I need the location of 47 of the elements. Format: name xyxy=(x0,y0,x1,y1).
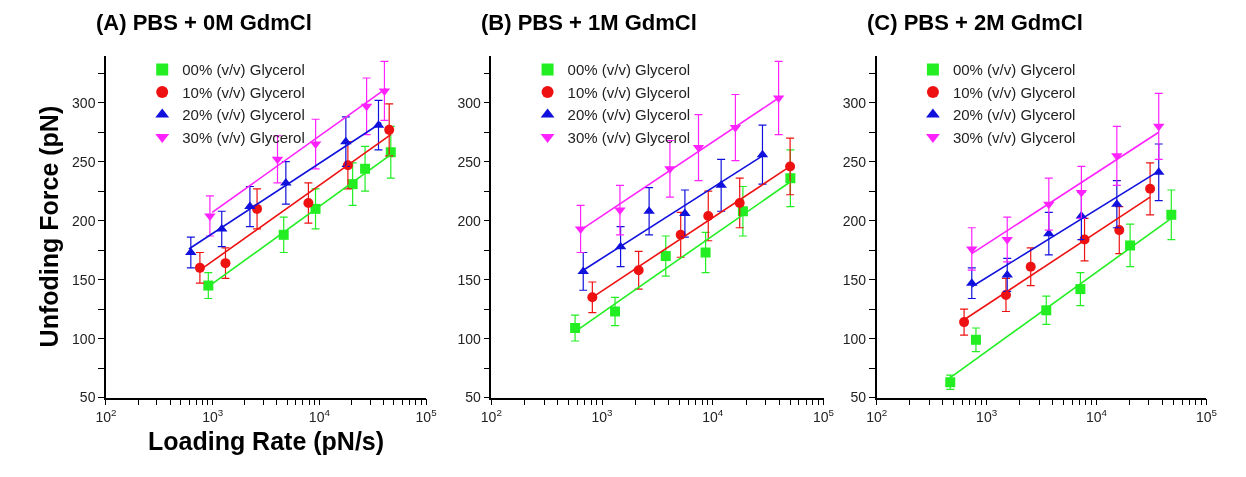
x-tick-label: 10$^{5}$ xyxy=(813,407,835,426)
legend-label: 00% (v/v) Glycerol xyxy=(182,61,305,79)
y-tick-label: 150 xyxy=(72,271,96,288)
legend-label: 10% (v/v) Glycerol xyxy=(952,83,1076,101)
legend-label: 10% (v/v) Glycerol xyxy=(567,83,691,101)
y-tick-label: 50 xyxy=(850,389,867,406)
legend-label: 20% (v/v) Glycerol xyxy=(182,106,305,124)
x-tick-label: 10$^{2}$ xyxy=(480,407,502,426)
legend-label: 20% (v/v) Glycerol xyxy=(567,106,691,124)
legend-label: 20% (v/v) Glycerol xyxy=(952,106,1076,124)
y-tick-label: 100 xyxy=(72,330,96,347)
x-tick-label: 10$^{5}$ xyxy=(1195,407,1218,426)
y-tick-label: 250 xyxy=(457,153,481,170)
y-tick-label: 300 xyxy=(842,94,867,111)
x-tick-label: 10$^{4}$ xyxy=(1086,407,1108,426)
legend-label: 30% (v/v) Glycerol xyxy=(567,128,691,146)
y-tick-label: 50 xyxy=(465,389,481,406)
y-tick-label: 200 xyxy=(72,212,96,229)
chart-title: (A) PBS + 0M GdmCl xyxy=(96,10,312,35)
y-tick-label: 50 xyxy=(79,389,96,406)
x-tick-label: 10$^{3}$ xyxy=(202,407,224,426)
y-axis-title: Unfoding Force (pN) xyxy=(35,105,64,348)
x-tick-label: 10$^{3}$ xyxy=(976,407,998,426)
y-tick-label: 150 xyxy=(457,271,481,288)
legend-label: 30% (v/v) Glycerol xyxy=(952,128,1076,146)
chart-title: (B) PBS + 1M GdmCl xyxy=(481,10,697,35)
y-tick-label: 200 xyxy=(457,212,481,229)
x-tick-label: 10$^{2}$ xyxy=(95,407,117,426)
legend-label: 30% (v/v) Glycerol xyxy=(182,128,305,146)
y-tick-label: 100 xyxy=(842,330,867,347)
y-tick-label: 300 xyxy=(457,94,481,111)
chart-title: (C) PBS + 2M GdmCl xyxy=(867,10,1083,35)
x-tick-label: 10$^{5}$ xyxy=(415,407,438,426)
x-tick-label: 10$^{4}$ xyxy=(702,407,724,426)
legend-label: 00% (v/v) Glycerol xyxy=(567,61,691,79)
y-tick-label: 300 xyxy=(72,94,96,111)
y-tick-label: 250 xyxy=(842,153,867,170)
y-tick-label: 100 xyxy=(457,330,481,347)
x-axis-title: Loading Rate (pN/s) xyxy=(147,426,385,455)
x-tick-label: 10$^{3}$ xyxy=(591,407,614,426)
legend-label: 00% (v/v) Glycerol xyxy=(952,61,1076,79)
y-tick-label: 250 xyxy=(72,153,96,170)
legend-label: 10% (v/v) Glycerol xyxy=(182,83,305,101)
y-tick-label: 150 xyxy=(842,271,867,288)
x-tick-label: 10$^{2}$ xyxy=(866,407,888,426)
y-tick-label: 200 xyxy=(842,212,867,229)
x-tick-label: 10$^{4}$ xyxy=(308,407,331,426)
